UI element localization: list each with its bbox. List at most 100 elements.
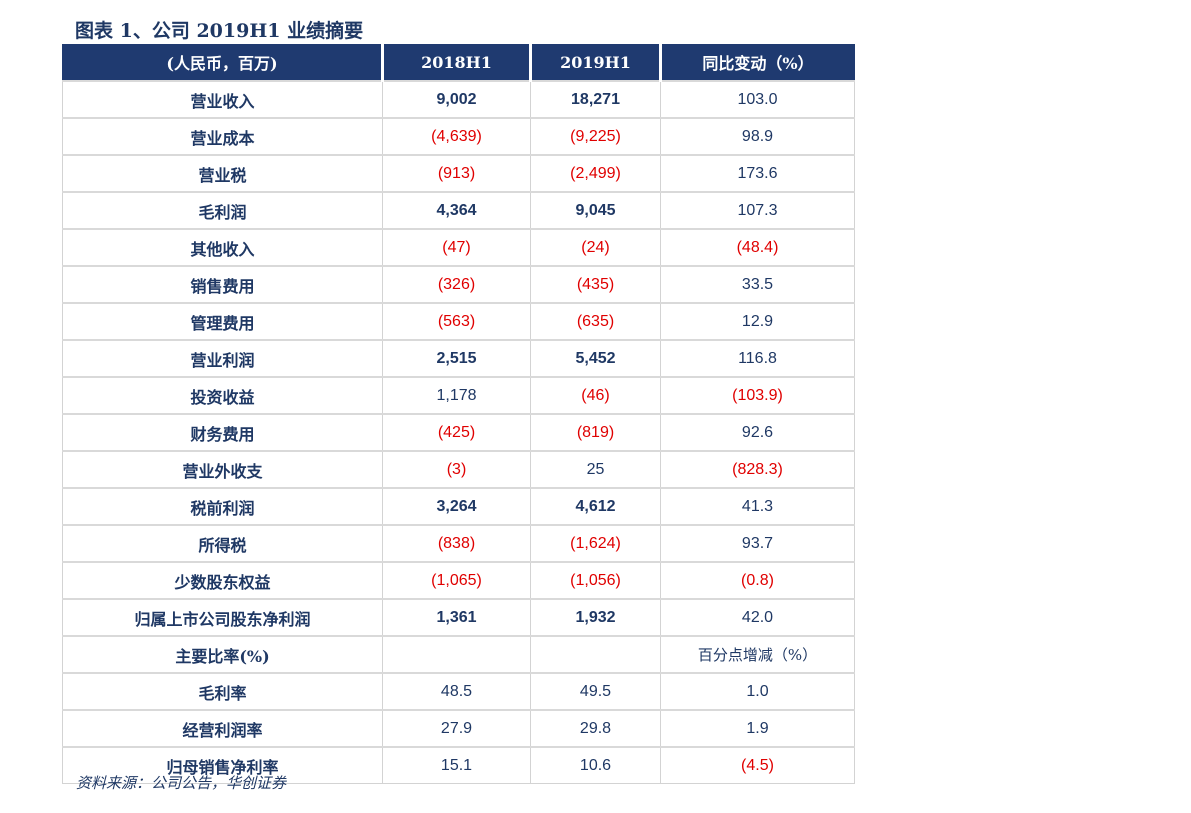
- value-2018h1: 2,515: [382, 339, 531, 378]
- table-row: 营业利润 2,515 5,452 116.8: [62, 339, 855, 378]
- header-2019h1: 2019H1: [529, 44, 662, 81]
- row-label: 毛利润: [62, 191, 383, 230]
- value-2019h1: (1,624): [530, 524, 661, 563]
- value-2018h1: (838): [382, 524, 531, 563]
- value-2019h1: 4,612: [530, 487, 661, 526]
- value-yoy-change: 116.8: [660, 339, 855, 378]
- row-label: 归属上市公司股东净利润: [62, 598, 383, 637]
- row-label: 毛利率: [62, 672, 383, 711]
- table-row: 财务费用 (425) (819) 92.6: [62, 413, 855, 452]
- value-2018h1: 3,264: [382, 487, 531, 526]
- table-row: 归属上市公司股东净利润 1,361 1,932 42.0: [62, 598, 855, 637]
- value-yoy-change: 92.6: [660, 413, 855, 452]
- row-label: 主要比率(%): [62, 635, 383, 674]
- row-label: 营业收入: [62, 80, 383, 119]
- value-2018h1: (1,065): [382, 561, 531, 600]
- figure-title: 图表 1、公司 2019H1 业绩摘要: [75, 20, 364, 42]
- value-2019h1: (635): [530, 302, 661, 341]
- value-2018h1: (4,639): [382, 117, 531, 156]
- value-2019h1: 1,932: [530, 598, 661, 637]
- value-2019h1: (9,225): [530, 117, 661, 156]
- value-2018h1: (47): [382, 228, 531, 267]
- table-header: (人民币，百万) 2018H1 2019H1 同比变动（%）: [62, 44, 855, 81]
- value-yoy-change: (828.3): [660, 450, 855, 489]
- table-row: 营业税 (913) (2,499) 173.6: [62, 154, 855, 193]
- row-label: 经营利润率: [62, 709, 383, 748]
- value-yoy-change: 1.9: [660, 709, 855, 748]
- row-label: 归母销售净利率: [62, 746, 383, 784]
- value-2018h1: [382, 635, 531, 674]
- value-yoy-change: 1.0: [660, 672, 855, 711]
- value-yoy-change: (4.5): [660, 746, 855, 784]
- value-yoy-change: 103.0: [660, 80, 855, 119]
- value-yoy-change: 107.3: [660, 191, 855, 230]
- row-label: 营业税: [62, 154, 383, 193]
- value-2018h1: (425): [382, 413, 531, 452]
- row-label: 管理费用: [62, 302, 383, 341]
- value-2018h1: (3): [382, 450, 531, 489]
- value-2018h1: 1,361: [382, 598, 531, 637]
- value-yoy-change: 百分点增减（%）: [660, 635, 855, 674]
- table-row: 管理费用 (563) (635) 12.9: [62, 302, 855, 341]
- table-row: 毛利率 48.5 49.5 1.0: [62, 672, 855, 711]
- value-2018h1: 9,002: [382, 80, 531, 119]
- value-yoy-change: 173.6: [660, 154, 855, 193]
- row-label: 税前利润: [62, 487, 383, 526]
- row-label: 营业利润: [62, 339, 383, 378]
- value-yoy-change: 98.9: [660, 117, 855, 156]
- table-row: 毛利润 4,364 9,045 107.3: [62, 191, 855, 230]
- value-2019h1: 25: [530, 450, 661, 489]
- value-yoy-change: 41.3: [660, 487, 855, 526]
- table-row: 其他收入 (47) (24) (48.4): [62, 228, 855, 267]
- value-2019h1: 5,452: [530, 339, 661, 378]
- value-2019h1: [530, 635, 661, 674]
- table-row: 经营利润率 27.9 29.8 1.9: [62, 709, 855, 748]
- value-2019h1: 10.6: [530, 746, 661, 784]
- value-yoy-change: (0.8): [660, 561, 855, 600]
- row-label: 营业成本: [62, 117, 383, 156]
- value-2018h1: 15.1: [382, 746, 531, 784]
- table-row: 所得税 (838) (1,624) 93.7: [62, 524, 855, 563]
- table-row: 归母销售净利率 15.1 10.6 (4.5): [62, 746, 855, 784]
- header-yoy-change: 同比变动（%）: [659, 44, 855, 81]
- row-label: 财务费用: [62, 413, 383, 452]
- value-2018h1: (913): [382, 154, 531, 193]
- value-yoy-change: 93.7: [660, 524, 855, 563]
- header-row: (人民币，百万) 2018H1 2019H1 同比变动（%）: [62, 44, 855, 81]
- table-row: 销售费用 (326) (435) 33.5: [62, 265, 855, 304]
- row-label: 投资收益: [62, 376, 383, 415]
- value-2018h1: (326): [382, 265, 531, 304]
- row-label: 销售费用: [62, 265, 383, 304]
- value-2019h1: (24): [530, 228, 661, 267]
- table-row: 税前利润 3,264 4,612 41.3: [62, 487, 855, 526]
- value-2018h1: 48.5: [382, 672, 531, 711]
- source-note: 资料来源：公司公告，华创证券: [76, 774, 287, 792]
- header-unit: (人民币，百万): [62, 44, 384, 81]
- value-yoy-change: 12.9: [660, 302, 855, 341]
- value-yoy-change: (103.9): [660, 376, 855, 415]
- row-label: 所得税: [62, 524, 383, 563]
- value-2019h1: (1,056): [530, 561, 661, 600]
- value-yoy-change: 33.5: [660, 265, 855, 304]
- value-2018h1: 4,364: [382, 191, 531, 230]
- row-label: 其他收入: [62, 228, 383, 267]
- value-yoy-change: (48.4): [660, 228, 855, 267]
- table-body: 营业收入 9,002 18,271 103.0 营业成本 (4,639) (9,225) 98…: [62, 80, 855, 784]
- summary-table-container: (人民币，百万) 2018H1 2019H1 同比变动（%） 营业收入 9,002…: [62, 44, 855, 784]
- value-2019h1: 9,045: [530, 191, 661, 230]
- value-2018h1: (563): [382, 302, 531, 341]
- value-2019h1: 49.5: [530, 672, 661, 711]
- value-2019h1: (2,499): [530, 154, 661, 193]
- table-row: 营业收入 9,002 18,271 103.0: [62, 80, 855, 119]
- header-2018h1: 2018H1: [381, 44, 532, 81]
- table-row: 营业成本 (4,639) (9,225) 98.9: [62, 117, 855, 156]
- value-yoy-change: 42.0: [660, 598, 855, 637]
- table-row: 营业外收支 (3) 25 (828.3): [62, 450, 855, 489]
- value-2019h1: (46): [530, 376, 661, 415]
- value-2018h1: 1,178: [382, 376, 531, 415]
- value-2019h1: (435): [530, 265, 661, 304]
- table-row: 少数股东权益 (1,065) (1,056) (0.8): [62, 561, 855, 600]
- value-2019h1: 18,271: [530, 80, 661, 119]
- row-label: 少数股东权益: [62, 561, 383, 600]
- table-row: 投资收益 1,178 (46) (103.9): [62, 376, 855, 415]
